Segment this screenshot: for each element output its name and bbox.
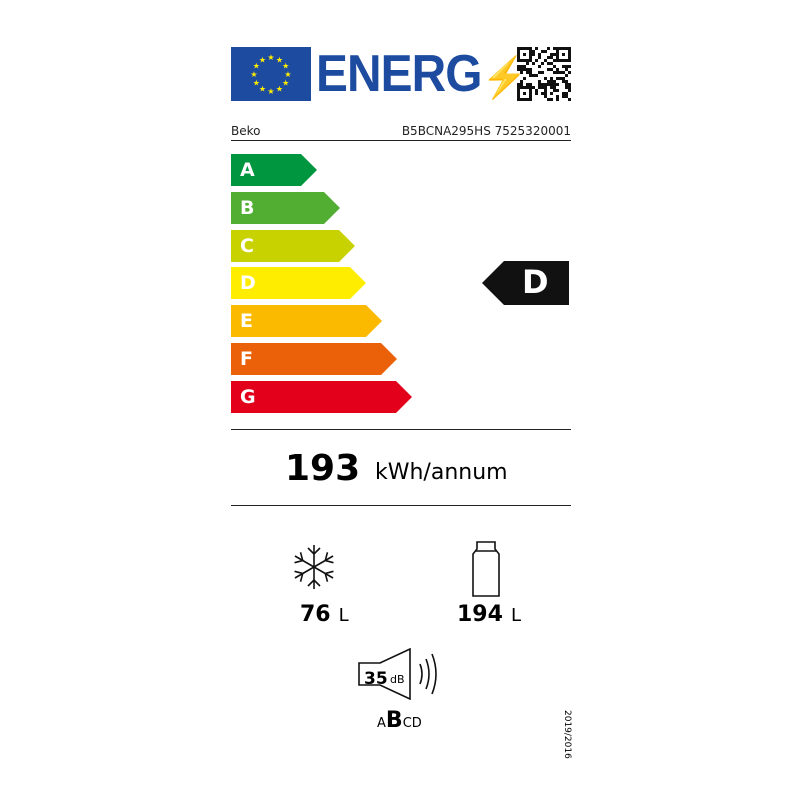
model-identifier: B5BCNA295HS 7525320001	[401, 124, 571, 138]
star-icon: ★	[253, 62, 260, 71]
energy-class-bar-a: A	[231, 154, 317, 186]
freezer-volume: 76 L	[300, 602, 349, 627]
divider	[231, 140, 571, 141]
rating-arrow: D	[482, 261, 569, 305]
star-icon: ★	[267, 53, 274, 62]
energy-consumption-unit: kWh/annum	[375, 460, 508, 485]
energy-class-label: F	[240, 348, 253, 370]
star-icon: ★	[259, 85, 266, 94]
noise-unit: dB	[390, 673, 405, 686]
star-icon: ★	[267, 87, 274, 96]
energy-class-label: E	[240, 310, 253, 332]
divider	[231, 429, 571, 430]
energy-class-label: A	[240, 159, 255, 181]
energy-class-bar-d: D	[231, 267, 366, 299]
rating-class: D	[522, 263, 549, 301]
energy-class-bar-g: G	[231, 381, 412, 413]
noise-value: 35	[364, 669, 388, 689]
energy-class-bar-e: E	[231, 305, 382, 337]
divider	[231, 505, 571, 506]
star-icon: ★	[250, 70, 257, 79]
fridge-volume: 194 L	[457, 602, 521, 627]
energy-class-label: C	[240, 235, 254, 257]
energy-class-label: B	[240, 197, 255, 219]
energy-class-bar-f: F	[231, 343, 397, 375]
star-icon: ★	[253, 79, 260, 88]
snowflake-icon	[291, 545, 337, 589]
energy-class-bar-c: C	[231, 230, 355, 262]
star-icon: ★	[276, 85, 283, 94]
noise-class-scale: ABCD	[377, 708, 422, 733]
regulation-number: 2019/2016	[562, 710, 572, 759]
qr-code[interactable]	[517, 47, 571, 101]
energy-consumption-value: 193	[285, 448, 361, 489]
supplier-name: Beko	[231, 124, 261, 138]
eu-flag-logo: ★ ★ ★ ★ ★ ★ ★ ★ ★ ★ ★ ★	[231, 47, 311, 101]
bottle-icon	[472, 541, 500, 597]
energy-logo: ENERG⚡	[316, 45, 527, 103]
star-icon: ★	[276, 55, 283, 64]
energy-class-bar-b: B	[231, 192, 340, 224]
energy-class-label: D	[240, 272, 256, 294]
star-icon: ★	[259, 55, 266, 64]
star-icon: ★	[284, 70, 291, 79]
energy-class-label: G	[240, 386, 256, 408]
star-icon: ★	[282, 62, 289, 71]
star-icon: ★	[282, 79, 289, 88]
speaker-icon	[358, 648, 437, 700]
